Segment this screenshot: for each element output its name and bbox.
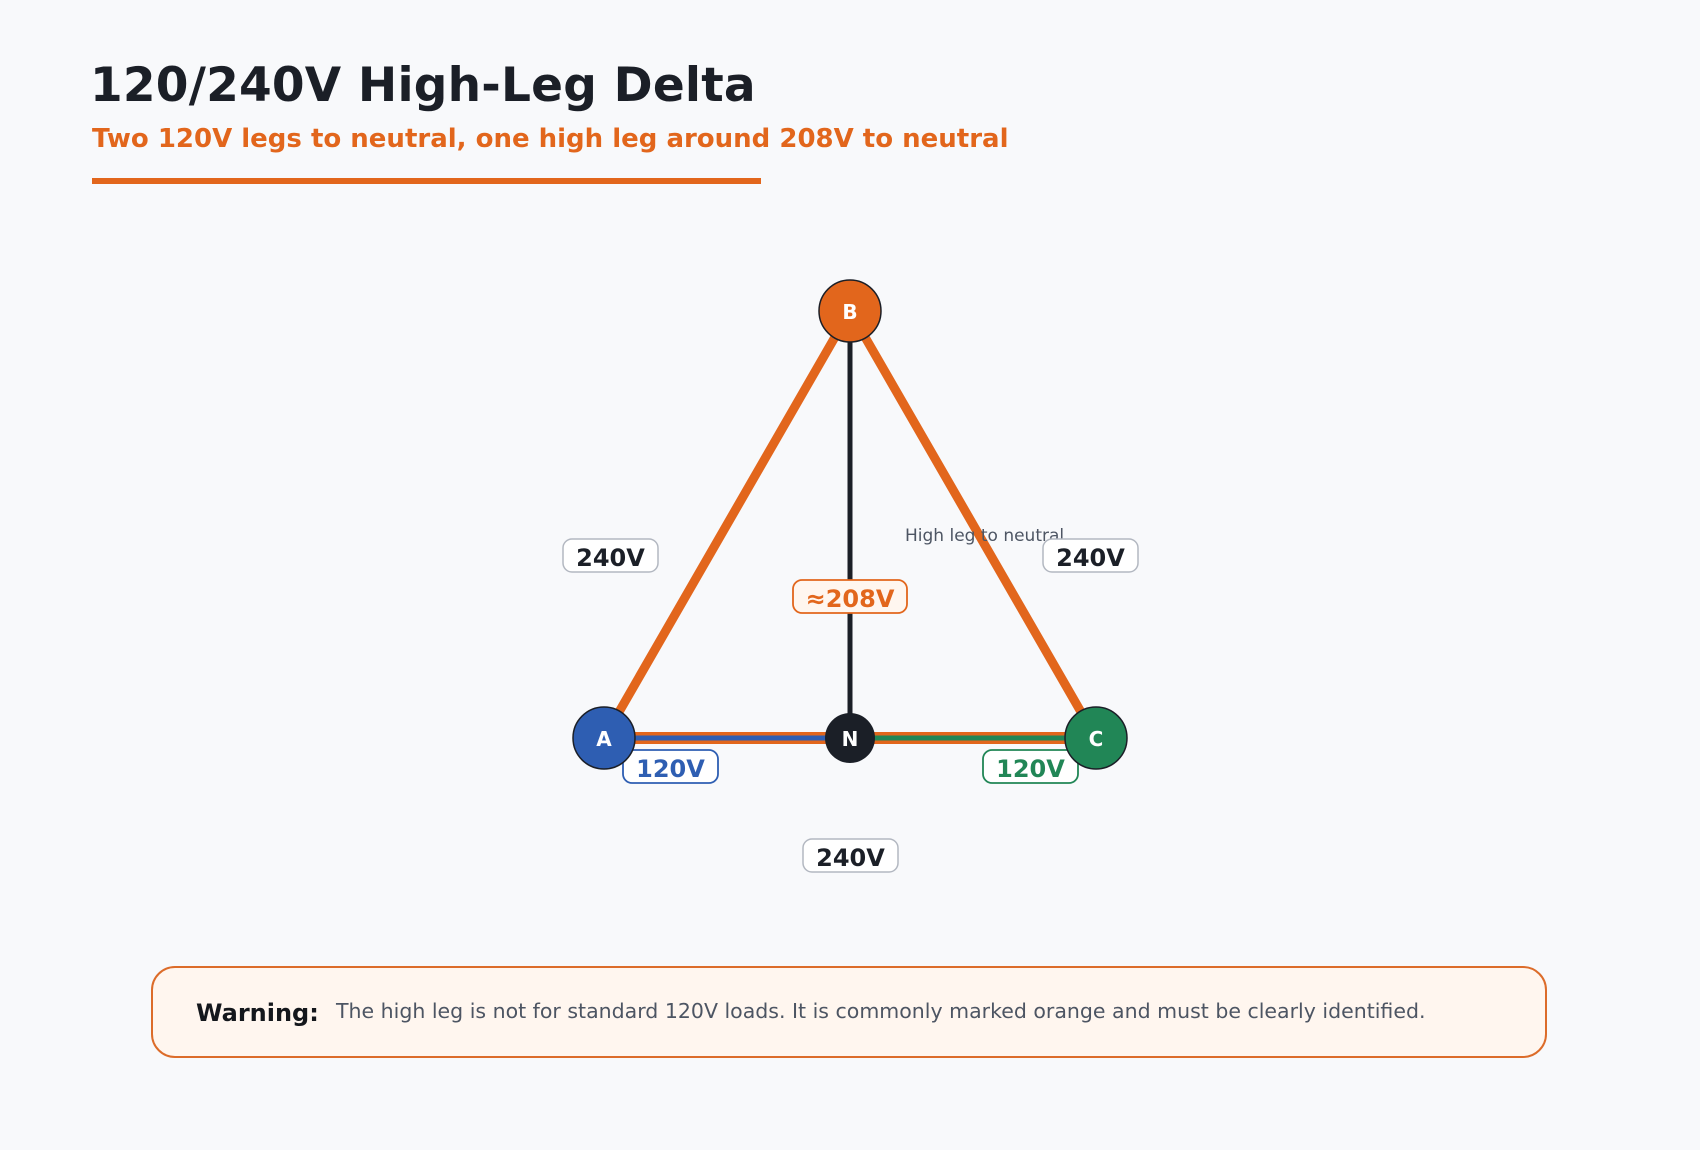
warning-text: The high leg is not for standard 120V lo… xyxy=(336,999,1426,1023)
page-title: 120/240V High-Leg Delta xyxy=(90,58,756,113)
label-a-n-text: 120V xyxy=(636,755,705,783)
label-a-b-text: 240V xyxy=(576,544,645,572)
label-a-c: 240V xyxy=(802,838,899,873)
terminal-neutral: N xyxy=(825,713,875,763)
label-a-c-text: 240V xyxy=(816,844,885,872)
warning-callout: Warning: The high leg is not for standar… xyxy=(151,966,1547,1058)
label-b-n: ≈208V xyxy=(792,579,908,614)
high-leg-note: High leg to neutral xyxy=(905,526,1064,546)
terminal-a-label: A xyxy=(596,727,612,751)
terminal-neutral-label: N xyxy=(842,727,859,751)
side-b-c xyxy=(845,306,1101,743)
label-b-c-text: 240V xyxy=(1056,544,1125,572)
page-subtitle: Two 120V legs to neutral, one high leg a… xyxy=(92,124,1009,154)
title-underline xyxy=(92,178,761,184)
label-c-n: 120V xyxy=(982,749,1079,784)
label-b-n-text: ≈208V xyxy=(806,585,895,613)
label-a-b: 240V xyxy=(562,538,659,573)
terminal-c: C xyxy=(1064,706,1128,770)
label-a-n: 120V xyxy=(622,749,719,784)
terminal-b-label: B xyxy=(842,300,857,324)
terminal-a: A xyxy=(572,706,636,770)
warning-label: Warning: xyxy=(196,999,319,1027)
side-a-b xyxy=(599,306,855,743)
label-b-c: 240V xyxy=(1042,538,1139,573)
terminal-b: B xyxy=(818,279,882,343)
label-c-n-text: 120V xyxy=(996,755,1065,783)
terminal-c-label: C xyxy=(1089,727,1104,751)
